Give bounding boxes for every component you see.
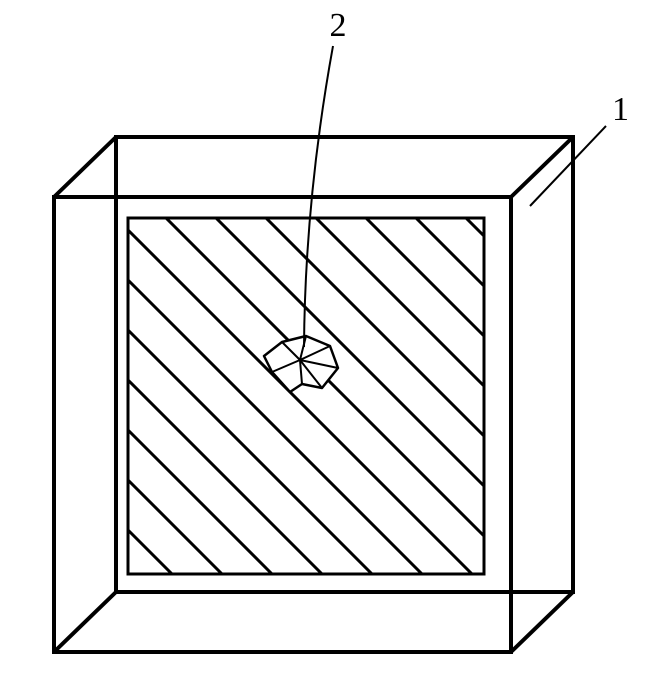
- label-outer-block: 1: [612, 91, 629, 128]
- inclusion-shape: [264, 336, 338, 392]
- diagram-root: 2 1: [0, 0, 662, 683]
- label-inclusion: 2: [330, 7, 347, 44]
